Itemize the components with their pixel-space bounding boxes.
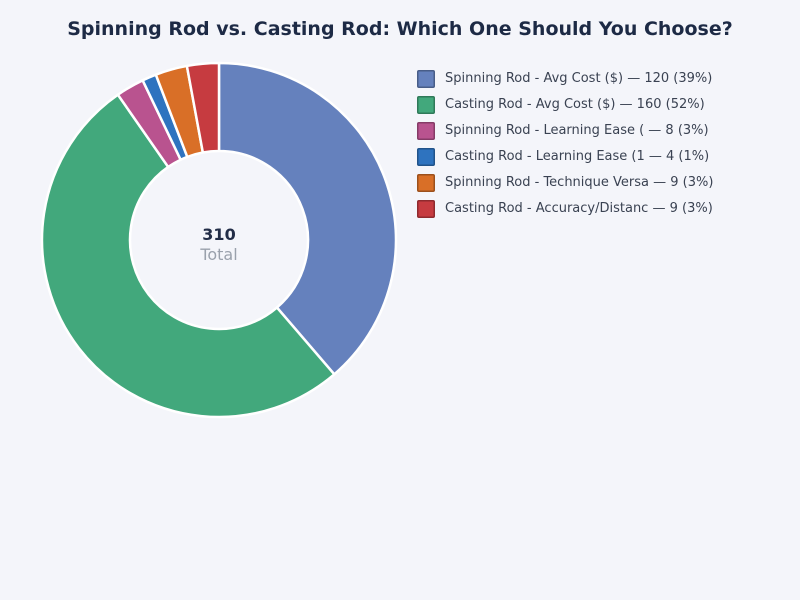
donut-segment-5[interactable] [185,61,221,154]
legend-item-3[interactable]: Casting Rod - Learning Ease (1 — 4 (1%) [417,147,713,166]
legend-item-2[interactable]: Spinning Rod - Learning Ease ( — 8 (3%) [417,121,713,140]
donut-segment-1[interactable] [40,93,336,419]
legend-item-4[interactable]: Spinning Rod - Technique Versa — 9 (3%) [417,173,713,192]
legend-swatch-icon [417,173,435,192]
legend-label: Casting Rod - Accuracy/Distanc — 9 (3%) [445,201,713,216]
donut-chart [40,61,398,419]
legend-item-1[interactable]: Casting Rod - Avg Cost ($) — 160 (52%) [417,95,713,114]
legend-label: Casting Rod - Learning Ease (1 — 4 (1%) [445,149,710,164]
legend: Spinning Rod - Avg Cost ($) — 120 (39%) C… [417,69,713,225]
legend-swatch-icon [417,69,435,88]
legend-label: Spinning Rod - Learning Ease ( — 8 (3%) [445,123,709,138]
legend-swatch-icon [417,121,435,140]
legend-swatch-icon [417,199,435,218]
chart-title: Spinning Rod vs. Casting Rod: Which One … [67,18,733,40]
legend-label: Spinning Rod - Avg Cost ($) — 120 (39%) [445,71,713,86]
legend-item-5[interactable]: Casting Rod - Accuracy/Distanc — 9 (3%) [417,199,713,218]
legend-swatch-icon [417,147,435,166]
donut-segment-0[interactable] [217,61,398,376]
legend-label: Spinning Rod - Technique Versa — 9 (3%) [445,175,714,190]
legend-item-0[interactable]: Spinning Rod - Avg Cost ($) — 120 (39%) [417,69,713,88]
legend-swatch-icon [417,95,435,114]
legend-label: Casting Rod - Avg Cost ($) — 160 (52%) [445,97,705,112]
